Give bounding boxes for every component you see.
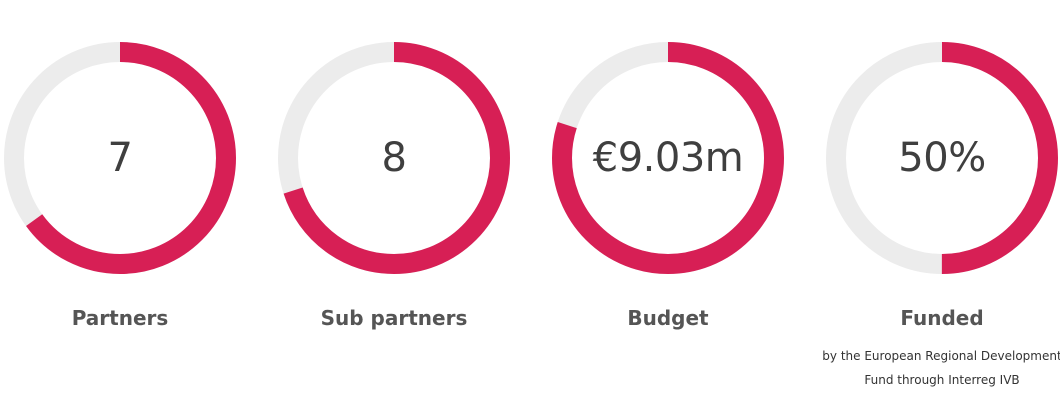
- stat-value: €9.03m: [592, 135, 744, 181]
- progress-ring: 50%: [822, 38, 1060, 278]
- stat-funded: 50% Funded by the European Regional Deve…: [822, 0, 1060, 400]
- progress-ring-graphic: [278, 42, 510, 274]
- stat-value: 7: [107, 135, 133, 181]
- stat-value: 8: [381, 135, 407, 181]
- progress-ring-graphic: [4, 42, 236, 274]
- progress-ring: 7: [0, 38, 240, 278]
- stat-budget: €9.03m Budget: [548, 0, 788, 400]
- progress-ring-fill: [278, 42, 510, 274]
- progress-ring-graphic: [826, 42, 1058, 274]
- progress-ring-fill: [552, 42, 784, 274]
- stat-label: Sub partners: [320, 306, 468, 330]
- stat-label: Funded: [900, 306, 984, 330]
- stat-sub-partners: 8 Sub partners: [274, 0, 514, 400]
- progress-ring-fill: [4, 42, 236, 274]
- progress-ring-graphic: [552, 42, 784, 274]
- funding-note-line: by the European Regional Development: [822, 349, 1060, 363]
- stat-label: Budget: [627, 306, 709, 330]
- stat-value: 50%: [898, 135, 986, 181]
- funding-note: by the European Regional Development Fun…: [812, 344, 1060, 392]
- progress-ring: €9.03m: [548, 38, 788, 278]
- stat-label: Partners: [71, 306, 169, 330]
- stat-partners: 7 Partners: [0, 0, 240, 400]
- funding-note-line: Fund through Interreg IVB: [864, 373, 1020, 387]
- progress-ring-fill: [826, 42, 1058, 274]
- progress-ring: 8: [274, 38, 514, 278]
